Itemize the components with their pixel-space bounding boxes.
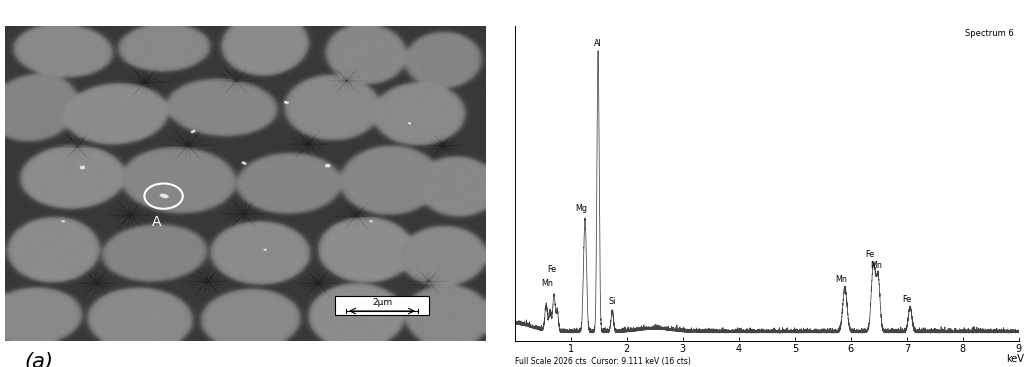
Text: Mn: Mn (541, 279, 553, 288)
Text: A: A (153, 215, 162, 229)
Text: keV: keV (1006, 354, 1024, 364)
Text: Fe: Fe (864, 250, 873, 259)
Text: 2μm: 2μm (372, 298, 392, 306)
Text: Al: Al (594, 39, 602, 48)
Text: Mn: Mn (870, 261, 882, 270)
Text: Fe: Fe (902, 295, 911, 304)
Text: Mg: Mg (574, 204, 587, 213)
Text: Full Scale 2026 cts  Cursor: 9.111 keV (16 cts): Full Scale 2026 cts Cursor: 9.111 keV (1… (515, 357, 690, 366)
Text: Spectrum 6: Spectrum 6 (965, 29, 1014, 38)
Text: (a): (a) (25, 352, 53, 367)
Text: Fe: Fe (548, 265, 557, 274)
Text: Mn: Mn (835, 275, 847, 284)
Text: Si: Si (608, 297, 615, 306)
FancyBboxPatch shape (336, 297, 429, 315)
